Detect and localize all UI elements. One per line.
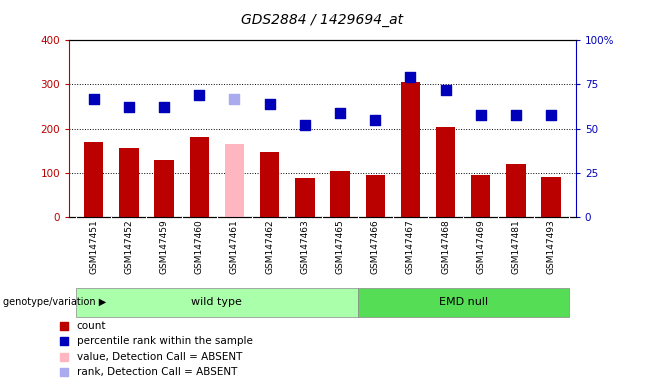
Bar <box>366 175 385 217</box>
Text: GSM147481: GSM147481 <box>511 219 520 274</box>
Point <box>88 96 99 102</box>
Point <box>299 122 310 128</box>
Point <box>476 111 486 118</box>
Text: genotype/variation ▶: genotype/variation ▶ <box>3 297 107 308</box>
Point <box>440 87 451 93</box>
Point <box>511 111 521 118</box>
Bar <box>506 164 526 217</box>
Point <box>546 111 557 118</box>
Bar <box>76 288 357 317</box>
Point <box>59 369 69 375</box>
Text: GSM147468: GSM147468 <box>441 219 450 274</box>
Bar <box>225 144 244 217</box>
Point <box>405 74 416 81</box>
Bar <box>542 177 561 217</box>
Text: GSM147469: GSM147469 <box>476 219 485 274</box>
Text: GSM147452: GSM147452 <box>124 219 134 274</box>
Text: GSM147459: GSM147459 <box>160 219 168 274</box>
Point <box>335 110 345 116</box>
Text: GSM147463: GSM147463 <box>300 219 309 274</box>
Point <box>265 101 275 107</box>
Point <box>370 117 380 123</box>
Text: GSM147493: GSM147493 <box>547 219 555 274</box>
Text: rank, Detection Call = ABSENT: rank, Detection Call = ABSENT <box>77 367 237 377</box>
Point <box>124 104 134 111</box>
Text: value, Detection Call = ABSENT: value, Detection Call = ABSENT <box>77 352 242 362</box>
Point <box>159 104 169 111</box>
Point <box>229 96 240 102</box>
Text: percentile rank within the sample: percentile rank within the sample <box>77 336 253 346</box>
Point <box>194 92 205 98</box>
Text: GSM147451: GSM147451 <box>89 219 98 274</box>
Bar <box>119 147 139 217</box>
Bar <box>471 175 490 217</box>
Bar <box>155 160 174 217</box>
Bar <box>295 178 315 217</box>
Point <box>59 323 69 329</box>
Text: GSM147461: GSM147461 <box>230 219 239 274</box>
Bar <box>330 172 349 217</box>
Text: GSM147466: GSM147466 <box>370 219 380 274</box>
Text: GSM147462: GSM147462 <box>265 219 274 274</box>
Text: count: count <box>77 321 106 331</box>
Text: EMD null: EMD null <box>439 297 488 308</box>
Text: GSM147465: GSM147465 <box>336 219 345 274</box>
Bar <box>357 288 569 317</box>
Bar <box>84 142 103 217</box>
Bar <box>436 127 455 217</box>
Text: GSM147467: GSM147467 <box>406 219 415 274</box>
Point <box>59 354 69 360</box>
Text: wild type: wild type <box>191 297 242 308</box>
Point <box>59 338 69 344</box>
Bar <box>260 152 279 217</box>
Text: GDS2884 / 1429694_at: GDS2884 / 1429694_at <box>241 13 403 27</box>
Bar <box>190 137 209 217</box>
Bar <box>401 82 420 217</box>
Text: GSM147460: GSM147460 <box>195 219 204 274</box>
